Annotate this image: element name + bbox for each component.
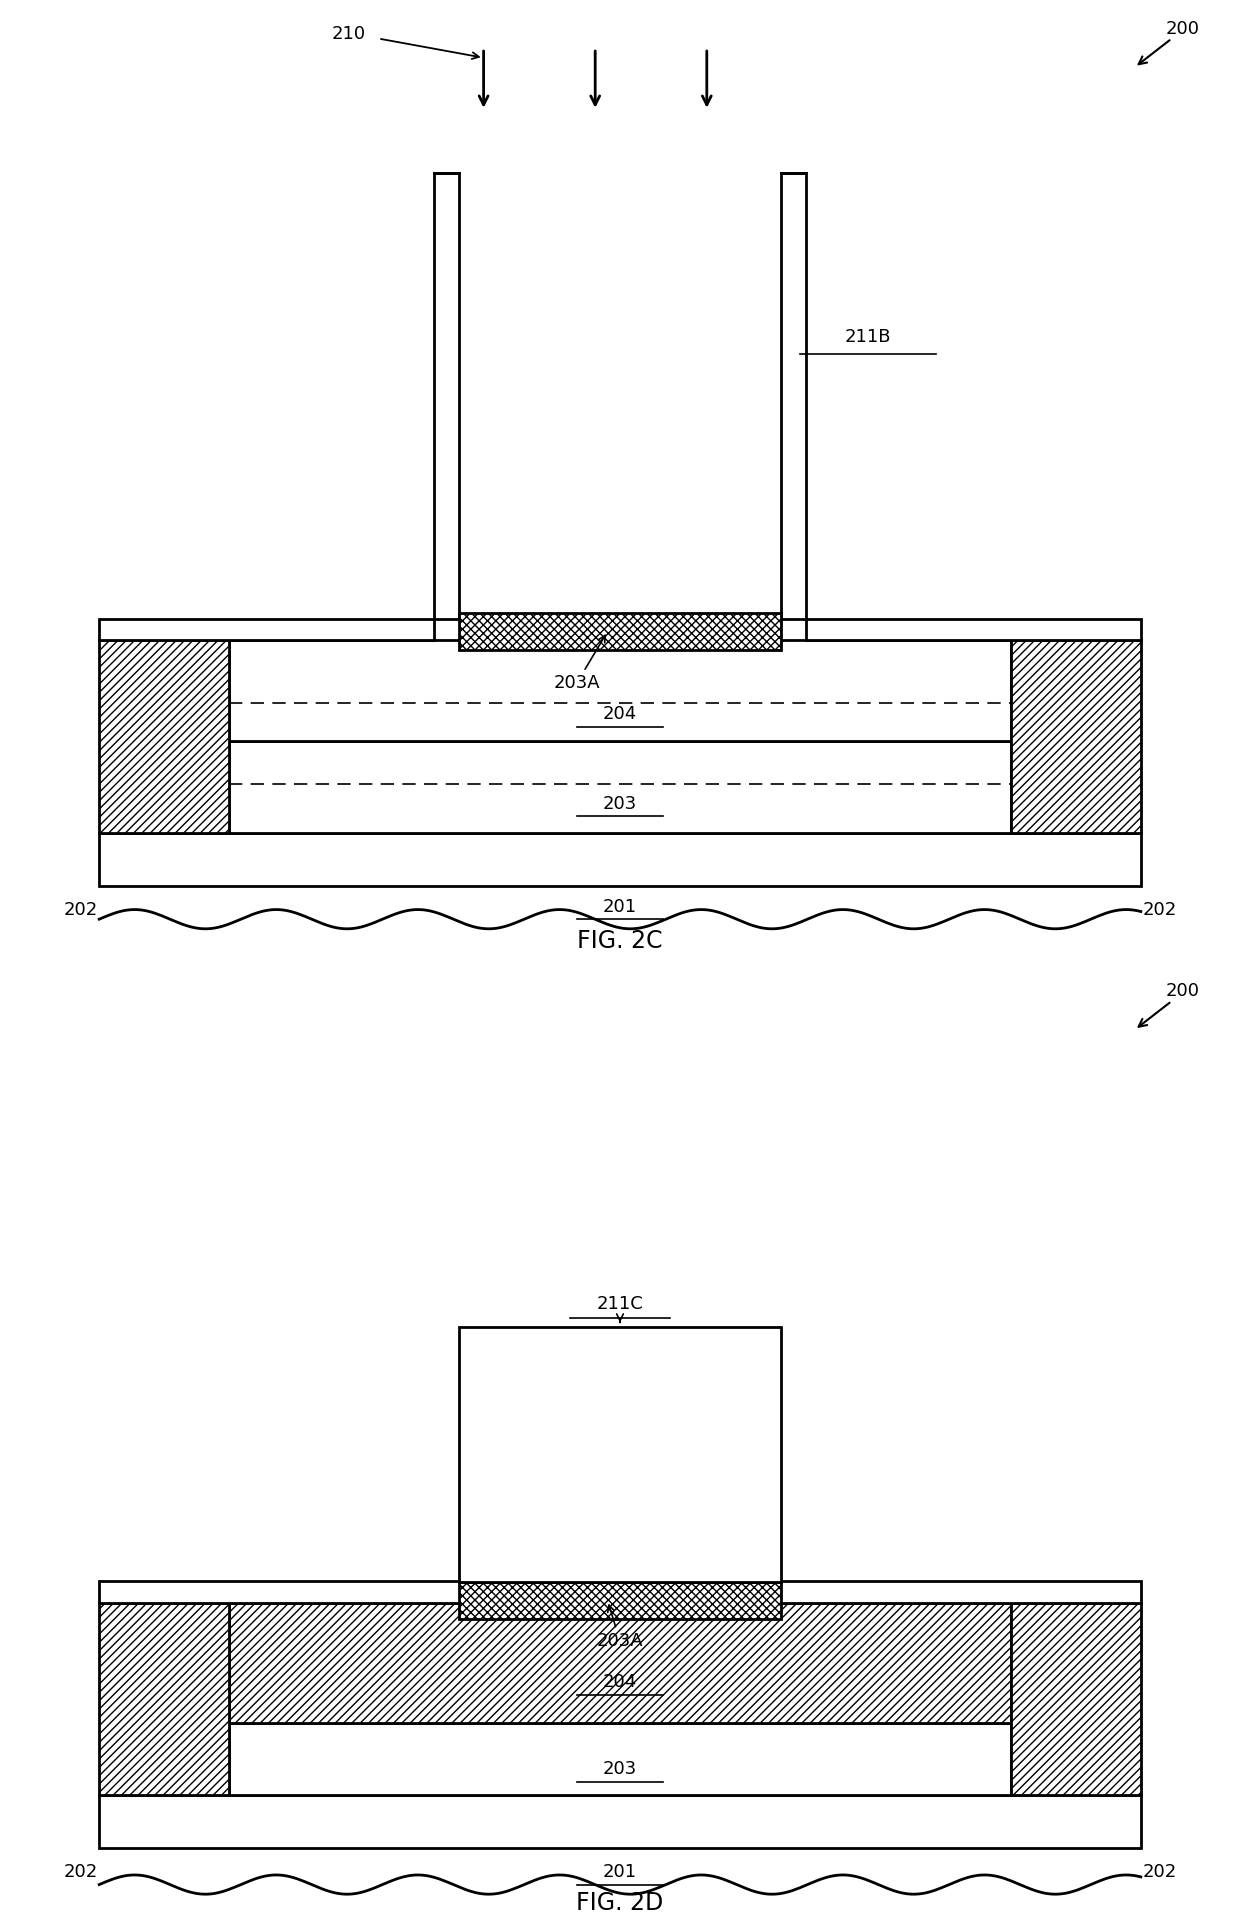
Text: 201: 201 bbox=[603, 897, 637, 916]
Text: 211B: 211B bbox=[844, 327, 892, 346]
Bar bbox=[99, 1582, 1141, 1602]
Bar bbox=[99, 832, 1141, 886]
Bar bbox=[229, 1723, 1011, 1794]
Text: 200: 200 bbox=[1166, 982, 1199, 1001]
Text: 211C: 211C bbox=[596, 1296, 644, 1313]
Bar bbox=[99, 639, 229, 832]
Bar bbox=[99, 1602, 229, 1794]
Text: 203: 203 bbox=[603, 1759, 637, 1779]
Text: 200: 200 bbox=[1166, 19, 1199, 38]
Bar bbox=[229, 741, 1011, 832]
Bar bbox=[459, 1582, 781, 1619]
Text: 204: 204 bbox=[603, 705, 637, 724]
Bar bbox=[99, 1602, 229, 1794]
Text: 201: 201 bbox=[603, 1863, 637, 1881]
Bar bbox=[1011, 639, 1141, 832]
Bar bbox=[459, 612, 781, 651]
Text: FIG. 2D: FIG. 2D bbox=[577, 1892, 663, 1915]
Bar bbox=[229, 1602, 1011, 1723]
Bar bbox=[229, 1602, 1011, 1723]
Text: 203A: 203A bbox=[553, 635, 605, 693]
Bar bbox=[99, 620, 434, 639]
Text: 204: 204 bbox=[603, 1673, 637, 1692]
Bar bbox=[459, 1328, 781, 1582]
Text: 202: 202 bbox=[63, 901, 98, 918]
Bar bbox=[781, 173, 806, 620]
Bar bbox=[459, 1582, 781, 1619]
Text: 203A: 203A bbox=[596, 1605, 644, 1650]
Bar bbox=[1011, 1602, 1141, 1794]
Bar bbox=[229, 639, 1011, 741]
Bar bbox=[1011, 639, 1141, 832]
Bar bbox=[434, 173, 459, 620]
Bar bbox=[1011, 1602, 1141, 1794]
Text: 203: 203 bbox=[603, 795, 637, 812]
Text: 202: 202 bbox=[1142, 1863, 1177, 1881]
Bar bbox=[459, 612, 781, 651]
Text: 202: 202 bbox=[1142, 901, 1177, 918]
Text: 210: 210 bbox=[331, 25, 366, 42]
Text: FIG. 2C: FIG. 2C bbox=[578, 930, 662, 953]
Bar bbox=[99, 1794, 1141, 1848]
Bar bbox=[806, 620, 1141, 639]
Text: 202: 202 bbox=[63, 1863, 98, 1881]
Bar bbox=[99, 639, 229, 832]
